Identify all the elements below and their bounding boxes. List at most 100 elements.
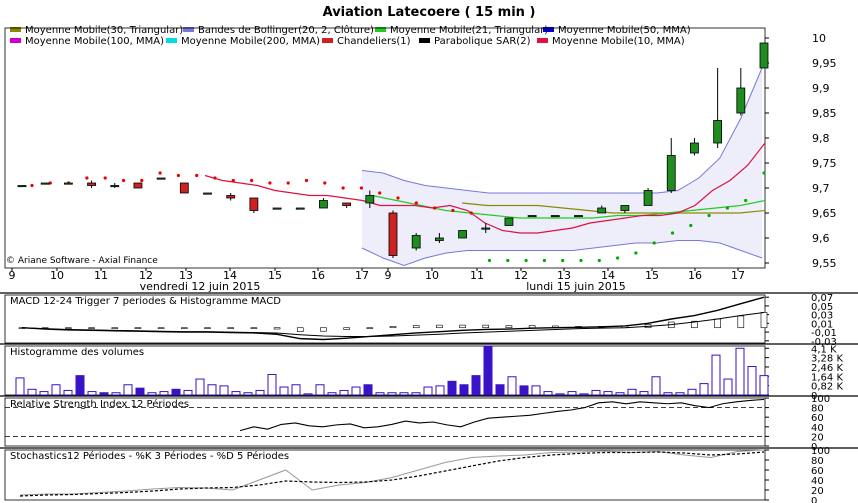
- volume-panel[interactable]: Histogramme des volumes 4,1 K3,28 K2,46 K…: [0, 343, 858, 402]
- sar-dot: [121, 178, 126, 183]
- volume-bar: [531, 385, 541, 396]
- volume-bar: [231, 391, 241, 396]
- legend-swatch: [419, 38, 430, 43]
- volume-bar: [699, 383, 709, 396]
- sar-dot: [250, 178, 254, 183]
- volume-bar: [147, 392, 157, 396]
- y-tick-label: 2,46 K: [811, 363, 843, 374]
- volume-bar: [651, 376, 661, 396]
- macd-hist-bar: [111, 327, 119, 329]
- mm21-line: [371, 194, 766, 219]
- volume-bar: [171, 388, 181, 396]
- macd-hist-bar: [134, 327, 142, 329]
- macd-hist-bar: [343, 327, 350, 330]
- y-tick-label: 9,65: [812, 207, 837, 220]
- candle-body: [156, 177, 166, 180]
- sar-dot: [378, 191, 382, 195]
- panel-frame: [4, 397, 766, 447]
- macd-hist-bar: [714, 318, 721, 329]
- y-tick-label: 100: [811, 394, 830, 405]
- volume-bar: [423, 386, 433, 396]
- volume-bar: [375, 392, 385, 396]
- volume-bar: [243, 392, 253, 396]
- sar-dot: [542, 258, 547, 263]
- volume-bar: [75, 375, 85, 396]
- x-tick-label: 14: [601, 269, 615, 282]
- y-tick-label: 0,01: [811, 319, 833, 330]
- volume-bar: [663, 392, 673, 396]
- volume-bar: [63, 389, 73, 396]
- macd-hist-bar: [320, 327, 327, 332]
- candle-body: [63, 182, 73, 185]
- y-tick-label: 9,55: [812, 257, 837, 270]
- sar-dot: [341, 186, 345, 190]
- y-tick-label: 4,1 K: [811, 344, 837, 355]
- volume-bar: [711, 354, 721, 396]
- sar-dot: [451, 208, 455, 213]
- panel-title: Histogramme des volumes: [10, 347, 144, 358]
- volume-bar: [399, 392, 409, 396]
- mm10-line: [204, 142, 766, 234]
- candle-body: [133, 182, 143, 189]
- volume-bar: [303, 393, 313, 396]
- candle-body: [434, 237, 444, 241]
- sar-dot: [524, 258, 528, 263]
- volume-bar: [735, 347, 745, 396]
- macd-hist-bar: [88, 327, 95, 329]
- legend-swatch: [10, 27, 21, 32]
- rsi-panel[interactable]: Relative Strength Index 12 Périodes 10080…: [0, 394, 858, 453]
- volume-bar: [183, 389, 193, 396]
- y-tick-label: 80: [811, 404, 824, 415]
- volume-bar: [567, 391, 577, 396]
- volume-bar: [747, 366, 757, 396]
- stoch-d-line: [19, 451, 765, 497]
- candle-body: [736, 87, 746, 114]
- y-tick-label: 80: [811, 456, 824, 467]
- macd-hist-bar: [157, 327, 165, 329]
- candle-body: [87, 182, 96, 186]
- bollinger-lower-line: [361, 240, 763, 267]
- legend-swatch: [375, 27, 386, 32]
- sar-dot: [597, 258, 601, 263]
- panel-title: Relative Strength Index 12 Périodes: [10, 398, 189, 410]
- panel-frame: [4, 449, 766, 501]
- candle-body: [620, 205, 630, 211]
- legend-label: Parabolique SAR(2): [434, 36, 531, 47]
- sar-dot: [506, 258, 510, 263]
- sar-dot: [195, 173, 199, 178]
- macd-hist-bar: [65, 327, 72, 329]
- volume-bar: [495, 384, 505, 396]
- volume-bar: [519, 385, 529, 396]
- price-panel[interactable]: 10 9,95 9,9 9,85 9,8 9,75 9,7 9,65 9,6 9,55 9 10 11 1…: [4, 27, 837, 293]
- macd-panel[interactable]: MACD 12-24 Trigger 7 periodes & Histogra…: [0, 292, 858, 348]
- candle-body: [574, 215, 583, 218]
- y-tick-label: 9,9: [812, 82, 830, 95]
- candle-body: [226, 195, 236, 199]
- copyright-text: © Ariane Software - Axial Finance: [6, 256, 158, 266]
- y-tick-label: 9,6: [812, 232, 830, 245]
- stochastics-panel[interactable]: Stochastics12 Périodes - %K 3 Périodes -…: [0, 446, 858, 503]
- volume-bar: [411, 392, 421, 396]
- y-tick-label: 0,05: [811, 302, 833, 313]
- panel-title: MACD 12-24 Trigger 7 periodes & Histogra…: [10, 296, 281, 307]
- volume-bar: [135, 387, 145, 396]
- sar-dot: [433, 206, 437, 210]
- candle-body: [550, 215, 560, 218]
- y-tick-label: 0,07: [811, 293, 833, 304]
- candle-body: [272, 207, 282, 210]
- sar-dot: [707, 213, 711, 218]
- legend-swatch: [166, 38, 177, 43]
- sar-dot: [231, 178, 235, 183]
- mm30-line: [461, 202, 766, 214]
- legend-label: Chandeliers(1): [337, 36, 411, 47]
- candle-body: [666, 155, 676, 191]
- volume-bar: [279, 386, 289, 396]
- y-tick-label: -0,01: [811, 328, 837, 339]
- x-tick-label: 10: [50, 269, 64, 282]
- volume-bar: [15, 377, 25, 396]
- day-label: vendredi 12 juin 2015: [140, 280, 261, 293]
- volume-bar: [327, 392, 337, 396]
- legend: Moyenne Mobile(30, Triangular) Bandes de …: [10, 24, 691, 47]
- macd-hist-bar: [459, 324, 466, 329]
- volume-bar: [459, 384, 469, 396]
